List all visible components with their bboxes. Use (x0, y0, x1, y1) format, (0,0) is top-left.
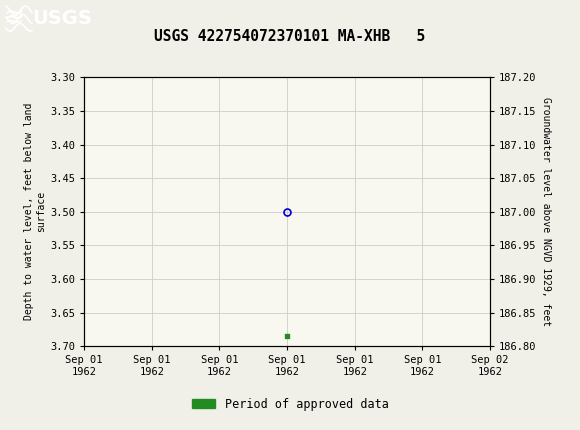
Text: USGS 422754072370101 MA-XHB   5: USGS 422754072370101 MA-XHB 5 (154, 29, 426, 44)
Legend: Period of approved data: Period of approved data (187, 393, 393, 415)
Y-axis label: Depth to water level, feet below land
surface: Depth to water level, feet below land su… (24, 103, 46, 320)
Y-axis label: Groundwater level above NGVD 1929, feet: Groundwater level above NGVD 1929, feet (541, 97, 551, 326)
Text: ≋: ≋ (3, 7, 24, 31)
Text: USGS: USGS (32, 9, 92, 28)
